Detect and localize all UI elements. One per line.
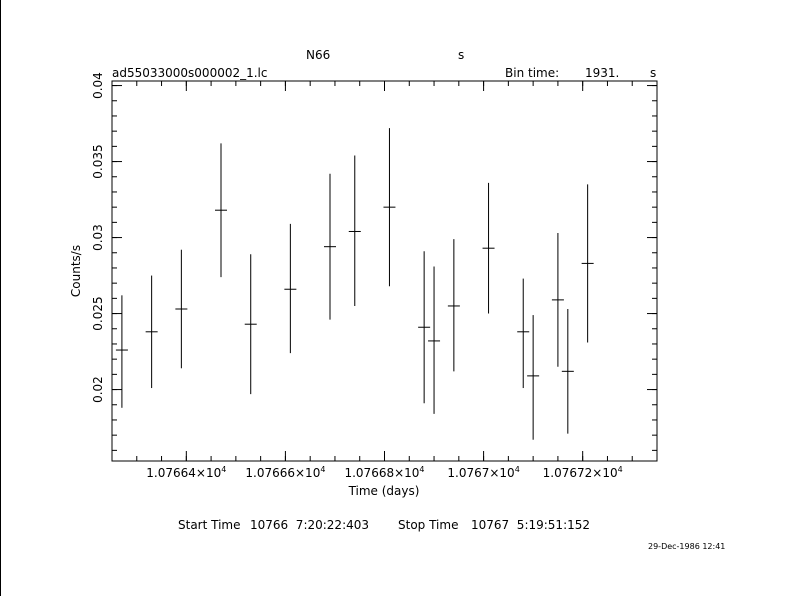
bin-time-unit: s (650, 66, 657, 80)
y-tick-label: 0.03 (91, 224, 105, 251)
object-suffix: s (458, 48, 465, 62)
x-tick-label: 1.07672×104 (543, 465, 623, 480)
x-axis-label: Time (days) (348, 484, 420, 498)
y-tick-label: 0.04 (91, 72, 105, 99)
window-left-border (0, 0, 1, 596)
x-tick-label: 1.07666×104 (245, 465, 325, 480)
object-name: N66 (306, 48, 331, 62)
y-tick-label: 0.025 (91, 296, 105, 330)
y-tick-label: 0.02 (91, 376, 105, 403)
x-tick-label: 1.07668×104 (344, 465, 424, 480)
y-axis-label: Counts/s (69, 245, 83, 297)
x-tick-label: 1.07664×104 (146, 465, 226, 480)
bin-time-label: Bin time: (505, 66, 560, 80)
plot-frame (111, 80, 658, 462)
stop-time-value: 10767 5:19:51:152 (471, 518, 591, 532)
plot-timestamp: 29-Dec-1986 12:41 (648, 542, 726, 551)
bin-time-value: 1931. (585, 66, 620, 80)
filename-label: ad55033000s000002_1.lc (112, 66, 268, 80)
x-tick-label: 1.0767×104 (447, 465, 519, 480)
start-time-label: Start Time (178, 518, 241, 532)
stop-time-label: Stop Time (398, 518, 459, 532)
start-time-value: 10766 7:20:22:403 (250, 518, 370, 532)
y-tick-label: 0.035 (91, 144, 105, 178)
